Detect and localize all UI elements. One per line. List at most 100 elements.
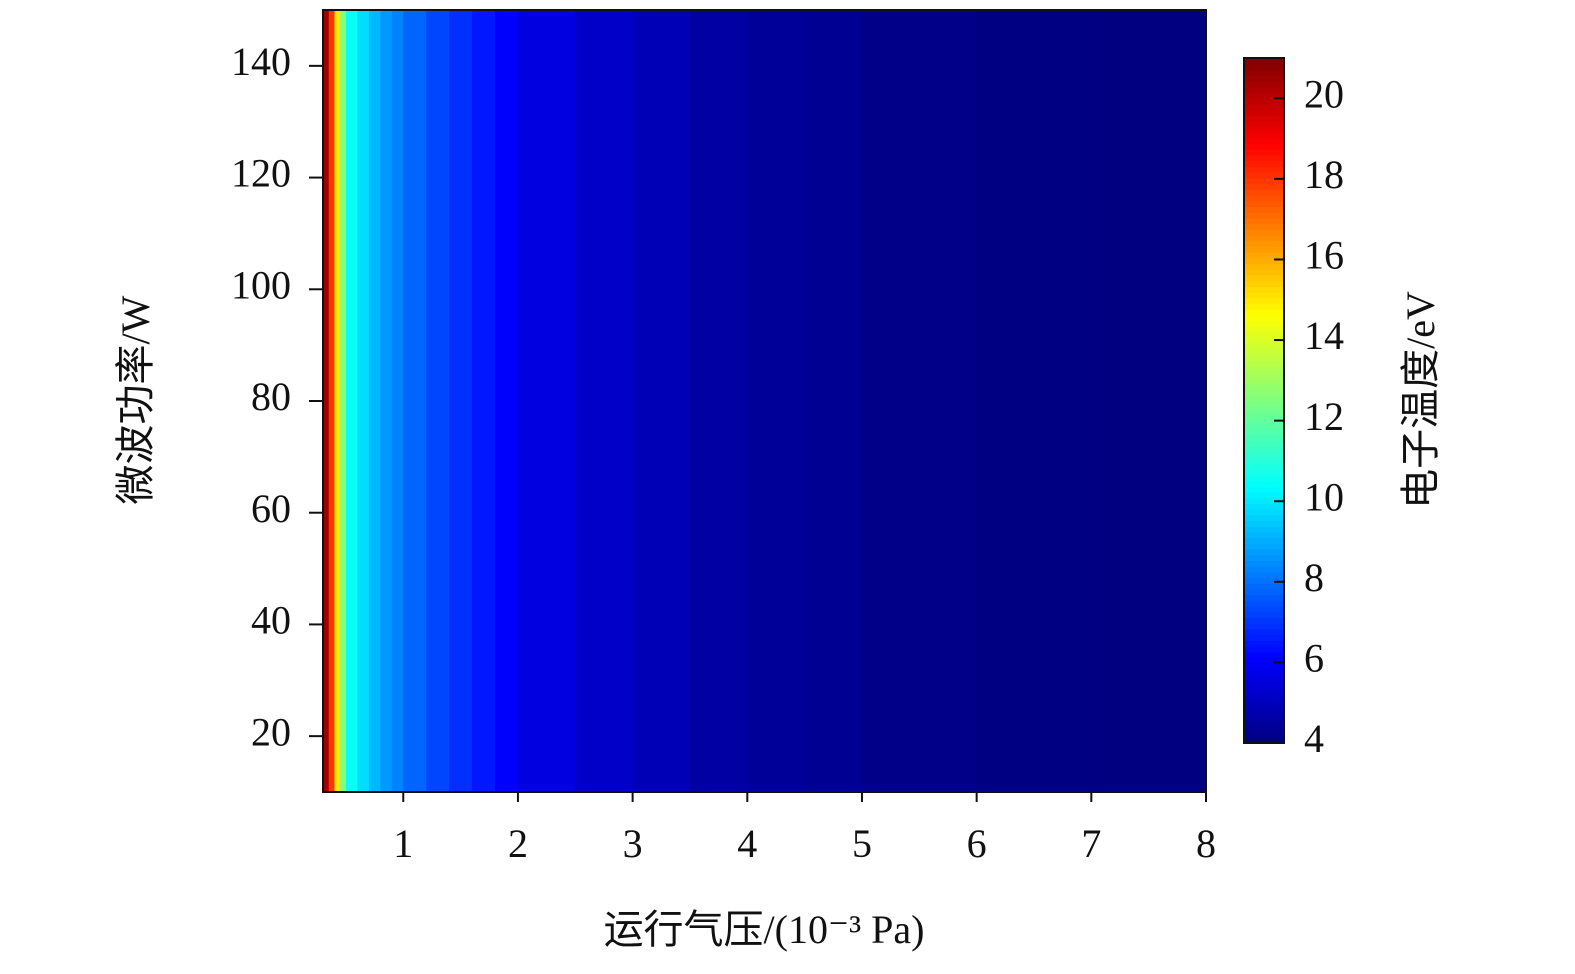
colorbar-stripe bbox=[1244, 703, 1284, 710]
colorbar-stripe bbox=[1244, 657, 1284, 664]
colorbar-stripe bbox=[1244, 234, 1284, 242]
colorbar-stripe bbox=[1244, 451, 1284, 459]
y-tick-label: 120 bbox=[231, 151, 291, 196]
colorbar-stripe bbox=[1244, 280, 1284, 287]
colorbar-stripe bbox=[1244, 623, 1284, 630]
x-tick-label: 7 bbox=[1081, 821, 1101, 866]
y-tick-label: 80 bbox=[251, 374, 291, 419]
heatmap-cell bbox=[426, 10, 450, 792]
x-tick-label: 4 bbox=[737, 821, 757, 866]
y-tick-label: 60 bbox=[251, 486, 291, 531]
colorbar-stripe bbox=[1244, 714, 1284, 721]
heatmap-cell bbox=[861, 10, 978, 792]
y-tick-label: 40 bbox=[251, 598, 291, 643]
colorbar-stripe bbox=[1244, 606, 1284, 613]
colorbar-stripe bbox=[1244, 195, 1284, 202]
y-axis-label: 微波功率/W bbox=[113, 295, 158, 504]
heatmap-cell bbox=[340, 10, 347, 792]
heatmap-cell bbox=[357, 10, 370, 792]
colorbar-stripe bbox=[1244, 92, 1284, 99]
heatmap-cell bbox=[575, 10, 634, 792]
heatmap-cell bbox=[449, 10, 473, 792]
x-tick-label: 6 bbox=[967, 821, 987, 866]
x-tick-label: 3 bbox=[623, 821, 643, 866]
colorbar-stripe bbox=[1244, 651, 1284, 658]
colorbar-stripe bbox=[1244, 583, 1284, 590]
colorbar-stripe bbox=[1244, 383, 1284, 390]
colorbar-stripe bbox=[1244, 429, 1284, 436]
colorbar-frame bbox=[1243, 57, 1285, 744]
colorbar-stripe bbox=[1244, 177, 1284, 185]
colorbar-stripe bbox=[1244, 531, 1284, 539]
x-tick-label: 8 bbox=[1196, 821, 1216, 866]
heatmap-cell bbox=[495, 10, 519, 792]
heatmap-cell bbox=[334, 10, 341, 792]
colorbar-stripe bbox=[1244, 554, 1284, 561]
heatmap-cell bbox=[368, 10, 381, 792]
colorbar-stripe bbox=[1244, 229, 1284, 236]
colorbar-stripe bbox=[1244, 69, 1284, 76]
colorbar-stripe bbox=[1244, 491, 1284, 499]
colorbar-stripe bbox=[1244, 406, 1284, 413]
colorbar-stripe bbox=[1244, 343, 1284, 350]
colorbar-stripe bbox=[1244, 166, 1284, 173]
colorbar-stripe bbox=[1244, 75, 1284, 82]
colorbar-tick-label: 10 bbox=[1304, 474, 1344, 519]
colorbar-stripe bbox=[1244, 560, 1284, 567]
colorbar-stripe bbox=[1244, 486, 1284, 493]
colorbar-stripe bbox=[1244, 223, 1284, 230]
colorbar-stripe bbox=[1244, 320, 1284, 327]
colorbar-stripe bbox=[1244, 400, 1284, 407]
colorbar-stripe bbox=[1244, 172, 1284, 179]
colorbar-stripe bbox=[1244, 577, 1284, 584]
colorbar-stripe bbox=[1244, 360, 1284, 367]
colorbar-stripe bbox=[1244, 434, 1284, 442]
colorbar-stripe bbox=[1244, 566, 1284, 573]
colorbar-stripe bbox=[1244, 514, 1284, 521]
heatmap-cell bbox=[632, 10, 691, 792]
colorbar-stripe bbox=[1244, 640, 1284, 647]
colorbar-stripe bbox=[1244, 634, 1284, 641]
x-tick-label: 5 bbox=[852, 821, 872, 866]
colorbar-stripe bbox=[1244, 292, 1284, 299]
colorbar-stripe bbox=[1244, 189, 1284, 196]
x-tick-label: 2 bbox=[508, 821, 528, 866]
colorbar-stripe bbox=[1244, 423, 1284, 430]
colorbar-stripe bbox=[1244, 263, 1284, 270]
colorbar-stripe bbox=[1244, 200, 1284, 208]
heatmap-cell bbox=[345, 10, 358, 792]
colorbar-stripe bbox=[1244, 97, 1284, 105]
colorbar-stripe bbox=[1244, 286, 1284, 293]
colorbar-stripe bbox=[1244, 588, 1284, 596]
colorbar-stripe bbox=[1244, 80, 1284, 88]
colorbar-stripe bbox=[1244, 394, 1284, 402]
heatmap-cell bbox=[328, 10, 335, 792]
heatmap-cell bbox=[472, 10, 496, 792]
colorbar-stripe bbox=[1244, 457, 1284, 464]
colorbar-stripe bbox=[1244, 543, 1284, 550]
colorbar-stripe bbox=[1244, 720, 1284, 727]
colorbar-stripe bbox=[1244, 115, 1284, 122]
colorbar-stripe bbox=[1244, 463, 1284, 470]
colorbar-stripe bbox=[1244, 246, 1284, 253]
colorbar-stripe bbox=[1244, 212, 1284, 219]
colorbar-stripe bbox=[1244, 371, 1284, 379]
colorbar-stripe bbox=[1244, 349, 1284, 356]
colorbar-stripe bbox=[1244, 708, 1284, 716]
colorbar-tick-label: 18 bbox=[1304, 152, 1344, 197]
colorbar-stripe bbox=[1244, 103, 1284, 110]
colorbar-stripe bbox=[1244, 309, 1284, 316]
colorbar-stripe bbox=[1244, 58, 1284, 65]
colorbar-stripe bbox=[1244, 645, 1284, 653]
colorbar-tick-label: 4 bbox=[1304, 716, 1324, 761]
colorbar-stripe bbox=[1244, 149, 1284, 156]
colorbar-stripe bbox=[1244, 326, 1284, 333]
colorbar-tick-label: 16 bbox=[1304, 233, 1344, 278]
colorbar-stripe bbox=[1244, 600, 1284, 607]
colorbar-stripe bbox=[1244, 63, 1284, 71]
colorbar-stripe bbox=[1244, 137, 1284, 145]
colorbar-stripe bbox=[1244, 725, 1284, 733]
colorbar-stripe bbox=[1244, 474, 1284, 482]
colorbar-stripe bbox=[1244, 126, 1284, 133]
